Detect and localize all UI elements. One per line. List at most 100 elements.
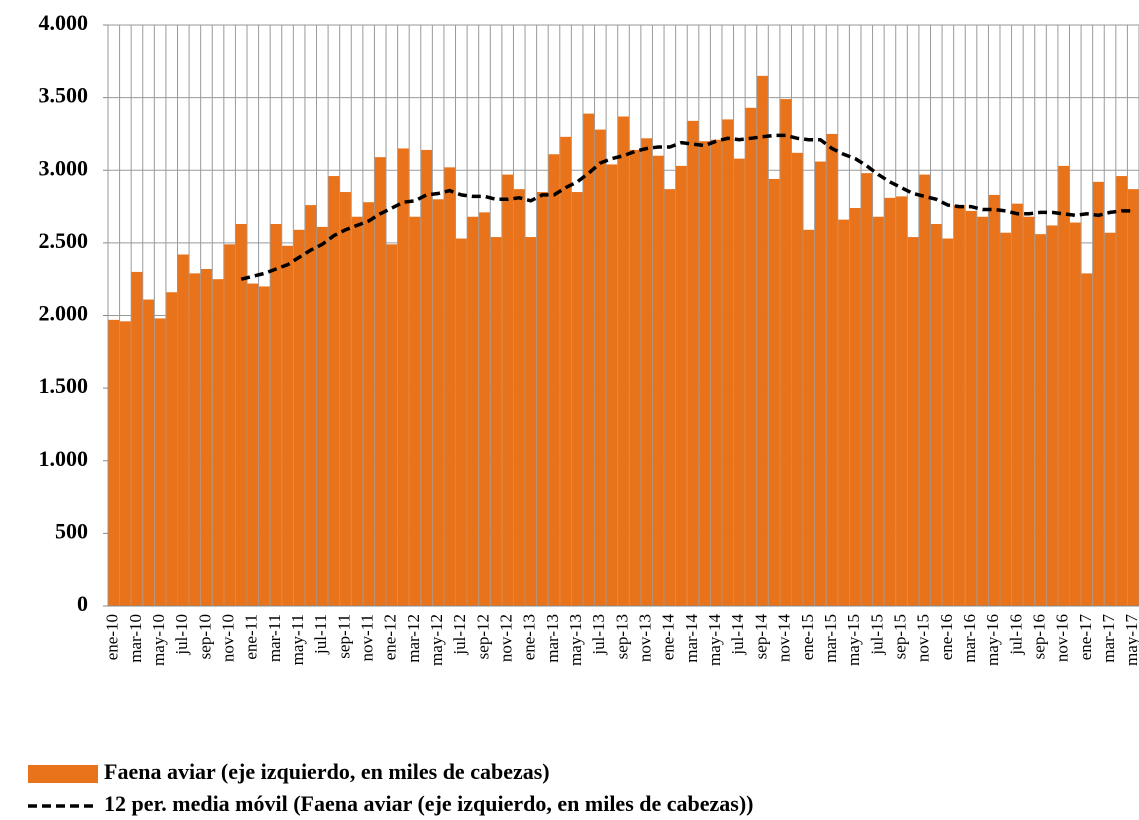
x-tick-label: may-14: [705, 614, 724, 666]
bar: [224, 244, 236, 606]
bar: [525, 237, 537, 606]
bar: [571, 192, 583, 606]
bar: [757, 75, 768, 606]
bar: [143, 299, 154, 606]
bar: [664, 189, 676, 606]
x-tick-label: may-15: [844, 614, 863, 666]
bar: [293, 229, 305, 607]
bar: [363, 202, 375, 606]
x-tick-label: may-11: [288, 614, 307, 665]
y-tick-label: 500: [55, 518, 88, 543]
bar: [1081, 273, 1093, 606]
x-tick-label: mar-15: [821, 614, 840, 663]
bar: [455, 238, 467, 606]
bar: [479, 212, 490, 606]
x-tick-label: sep-13: [612, 614, 631, 659]
x-tick-label: mar-12: [404, 614, 423, 663]
y-tick-label: 2.000: [39, 301, 89, 326]
x-tick-label: mar-11: [265, 614, 284, 662]
bar: [189, 273, 201, 606]
bar: [1046, 225, 1058, 606]
bar: [1023, 216, 1035, 607]
y-tick-label: 1.000: [39, 446, 89, 471]
x-tick-label: nov-11: [358, 614, 377, 662]
bar: [988, 194, 1000, 606]
x-tick-label: ene-15: [798, 614, 817, 660]
bar: [548, 154, 560, 606]
bar: [374, 157, 386, 607]
bar: [710, 139, 722, 606]
bar: [560, 136, 572, 606]
bar: [652, 155, 664, 606]
x-tick-label: nov-14: [775, 614, 794, 663]
bar: [1069, 222, 1081, 607]
bar: [235, 223, 247, 606]
bar: [896, 196, 907, 606]
y-tick-label: 3.000: [39, 155, 89, 180]
x-tick-label: nov-12: [497, 614, 516, 662]
y-tick-label: 3.500: [39, 83, 89, 108]
x-tick-label: ene-11: [242, 614, 261, 660]
legend-swatch: [28, 765, 98, 783]
x-tick-label: sep-15: [890, 614, 909, 659]
x-tick-label: mar-10: [126, 614, 145, 663]
x-tick-label: jul-13: [589, 614, 608, 656]
bar: [641, 138, 653, 607]
bar: [397, 148, 409, 606]
bar: [965, 210, 977, 607]
bar: [919, 174, 931, 607]
bar: [108, 319, 120, 606]
x-tick-label: may-12: [427, 614, 446, 666]
x-tick-label: ene-16: [937, 614, 956, 660]
x-tick-label: ene-17: [1076, 614, 1095, 661]
bar: [826, 133, 838, 606]
x-tick-label: sep-11: [334, 614, 353, 659]
bar: [490, 237, 502, 606]
bar: [119, 321, 131, 606]
bar: [166, 292, 178, 606]
bar: [409, 216, 421, 607]
x-tick-label: ene-13: [520, 614, 539, 660]
bar: [316, 226, 328, 606]
bar: [907, 237, 919, 606]
bar: [953, 205, 965, 607]
bar: [722, 119, 734, 606]
x-tick-label: sep-12: [473, 614, 492, 659]
x-tick-label: jul-10: [172, 614, 191, 656]
x-tick-label: ene-14: [659, 614, 678, 661]
bar: [1011, 203, 1023, 606]
x-tick-label: jul-16: [1006, 614, 1025, 656]
bar: [803, 229, 815, 607]
bar: [675, 165, 687, 606]
bar: [814, 161, 826, 606]
bar: [1116, 176, 1128, 606]
bar: [699, 141, 711, 606]
x-tick-label: mar-17: [1099, 614, 1118, 663]
bar: [270, 223, 282, 606]
bar: [305, 205, 317, 607]
x-tick-label: ene-10: [103, 614, 122, 660]
x-tick-label: sep-14: [751, 614, 770, 660]
bar: [131, 271, 143, 606]
x-tick-label: jul-12: [450, 614, 469, 656]
bar: [328, 176, 340, 606]
bar: [1000, 232, 1012, 606]
y-tick-label: 2.500: [39, 228, 89, 253]
bar: [618, 116, 629, 606]
bar: [838, 219, 850, 606]
bar: [629, 149, 641, 607]
x-tick-label: nov-10: [219, 614, 238, 662]
x-tick-label: mar-13: [543, 614, 562, 663]
y-tick-label: 4.000: [39, 10, 89, 35]
bar: [1104, 232, 1116, 606]
bar: [745, 107, 757, 606]
y-tick-label: 0: [77, 591, 88, 616]
x-tick-label: may-16: [983, 614, 1002, 666]
legend-label: Faena aviar (eje izquierdo, en miles de …: [104, 759, 550, 784]
bar: [201, 269, 212, 606]
bar: [154, 318, 166, 606]
x-tick-label: jul-14: [728, 614, 747, 656]
x-tick-label: nov-13: [636, 614, 655, 662]
bar: [421, 149, 433, 607]
